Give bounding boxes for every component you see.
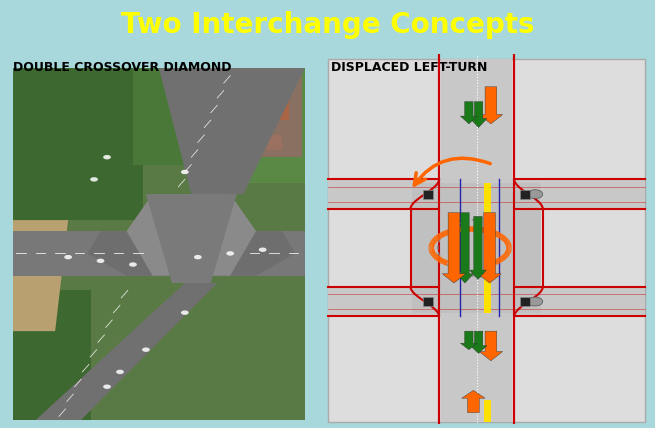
Bar (13, 220, 65, 276)
Polygon shape (159, 68, 305, 194)
Circle shape (64, 255, 72, 259)
FancyArrow shape (442, 213, 466, 283)
Circle shape (227, 251, 234, 256)
Bar (198, 98, 250, 128)
FancyArrow shape (470, 101, 487, 128)
FancyArrow shape (462, 390, 485, 413)
Bar (7, 59, 311, 422)
Bar (328, 287, 645, 316)
Circle shape (116, 370, 124, 374)
Circle shape (129, 262, 137, 267)
Circle shape (181, 310, 189, 315)
Bar (250, 98, 289, 120)
Circle shape (181, 170, 189, 174)
FancyArrow shape (479, 87, 502, 124)
Bar (485, 183, 491, 312)
Circle shape (142, 348, 150, 352)
Circle shape (527, 297, 543, 306)
Polygon shape (126, 194, 256, 276)
Bar (185, 68, 301, 157)
FancyArrow shape (457, 213, 474, 283)
Bar (441, 59, 512, 422)
FancyArrow shape (479, 331, 502, 361)
FancyArrow shape (470, 331, 487, 354)
Polygon shape (35, 283, 217, 420)
Bar (133, 68, 211, 164)
Bar (185, 72, 250, 98)
Bar (13, 68, 305, 420)
Bar (328, 179, 645, 209)
Bar (211, 68, 305, 183)
Bar (13, 68, 143, 220)
Bar (520, 297, 531, 306)
Bar (328, 59, 645, 422)
Polygon shape (146, 194, 236, 283)
Circle shape (90, 177, 98, 181)
Text: DISPLACED LEFT-TURN: DISPLACED LEFT-TURN (331, 61, 487, 74)
Bar (520, 190, 531, 199)
Polygon shape (13, 220, 68, 331)
Bar (236, 135, 282, 150)
Bar (198, 131, 231, 150)
Bar (423, 297, 433, 306)
Bar (13, 291, 91, 420)
Polygon shape (13, 231, 305, 276)
Text: DOUBLE CROSSOVER DIAMOND: DOUBLE CROSSOVER DIAMOND (13, 61, 231, 74)
FancyArrow shape (478, 213, 501, 283)
Circle shape (103, 155, 111, 159)
Text: Two Interchange Concepts: Two Interchange Concepts (121, 11, 534, 39)
Bar (423, 190, 433, 199)
Bar (485, 400, 491, 422)
Circle shape (97, 259, 104, 263)
Circle shape (259, 247, 267, 252)
Bar (413, 183, 541, 312)
FancyArrow shape (460, 331, 477, 350)
Circle shape (103, 384, 111, 389)
Circle shape (194, 255, 202, 259)
Circle shape (527, 190, 543, 199)
Polygon shape (231, 231, 295, 276)
FancyArrow shape (470, 217, 487, 279)
Polygon shape (88, 231, 153, 276)
FancyArrow shape (460, 101, 477, 124)
